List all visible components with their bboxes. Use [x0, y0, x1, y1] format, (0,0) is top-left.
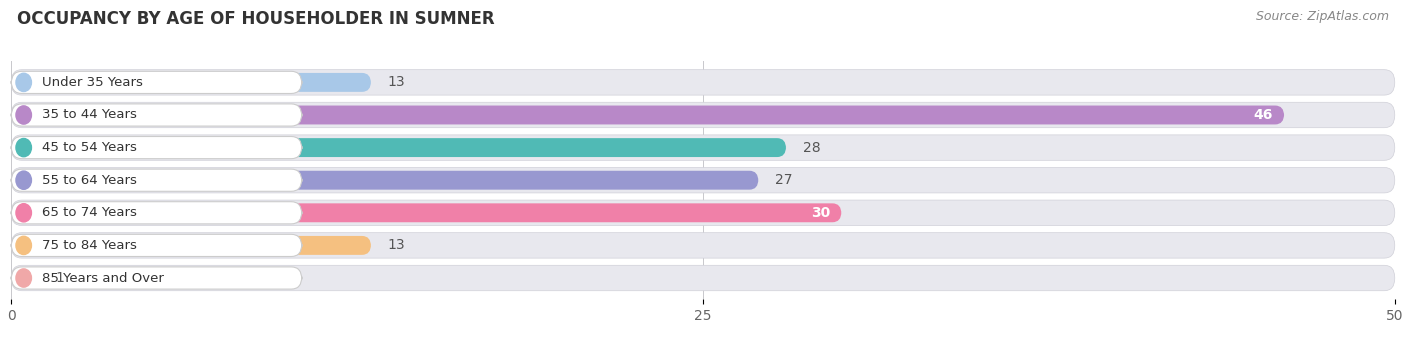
FancyBboxPatch shape: [11, 267, 302, 289]
Text: 13: 13: [388, 238, 405, 252]
FancyBboxPatch shape: [11, 234, 302, 256]
Text: 85 Years and Over: 85 Years and Over: [42, 272, 163, 285]
FancyBboxPatch shape: [11, 137, 302, 159]
FancyBboxPatch shape: [11, 202, 302, 224]
Text: 28: 28: [803, 141, 820, 155]
Text: 30: 30: [811, 206, 831, 220]
Text: 75 to 84 Years: 75 to 84 Years: [42, 239, 136, 252]
Text: 65 to 74 Years: 65 to 74 Years: [42, 206, 136, 219]
Circle shape: [15, 236, 31, 255]
Text: 35 to 44 Years: 35 to 44 Years: [42, 108, 136, 121]
FancyBboxPatch shape: [11, 233, 1395, 258]
Circle shape: [15, 73, 31, 91]
FancyBboxPatch shape: [11, 236, 371, 255]
FancyBboxPatch shape: [11, 269, 39, 287]
FancyBboxPatch shape: [11, 138, 786, 157]
FancyBboxPatch shape: [11, 200, 1395, 225]
Text: 45 to 54 Years: 45 to 54 Years: [42, 141, 136, 154]
Text: 13: 13: [388, 75, 405, 89]
Text: 1: 1: [55, 271, 65, 285]
FancyBboxPatch shape: [11, 265, 1395, 291]
Text: Under 35 Years: Under 35 Years: [42, 76, 142, 89]
FancyBboxPatch shape: [11, 169, 302, 191]
Text: Source: ZipAtlas.com: Source: ZipAtlas.com: [1256, 10, 1389, 23]
FancyBboxPatch shape: [11, 104, 302, 126]
Text: 27: 27: [775, 173, 793, 187]
Circle shape: [15, 138, 31, 157]
Circle shape: [15, 106, 31, 124]
Circle shape: [15, 269, 31, 287]
Circle shape: [15, 204, 31, 222]
FancyBboxPatch shape: [11, 135, 1395, 160]
FancyBboxPatch shape: [11, 168, 1395, 193]
FancyBboxPatch shape: [11, 105, 1284, 124]
Circle shape: [15, 171, 31, 189]
Text: 55 to 64 Years: 55 to 64 Years: [42, 174, 136, 187]
FancyBboxPatch shape: [11, 73, 371, 92]
FancyBboxPatch shape: [11, 70, 1395, 95]
FancyBboxPatch shape: [11, 203, 841, 222]
FancyBboxPatch shape: [11, 171, 758, 190]
FancyBboxPatch shape: [11, 71, 302, 94]
FancyBboxPatch shape: [11, 102, 1395, 128]
Text: 46: 46: [1254, 108, 1272, 122]
Text: OCCUPANCY BY AGE OF HOUSEHOLDER IN SUMNER: OCCUPANCY BY AGE OF HOUSEHOLDER IN SUMNE…: [17, 10, 495, 28]
